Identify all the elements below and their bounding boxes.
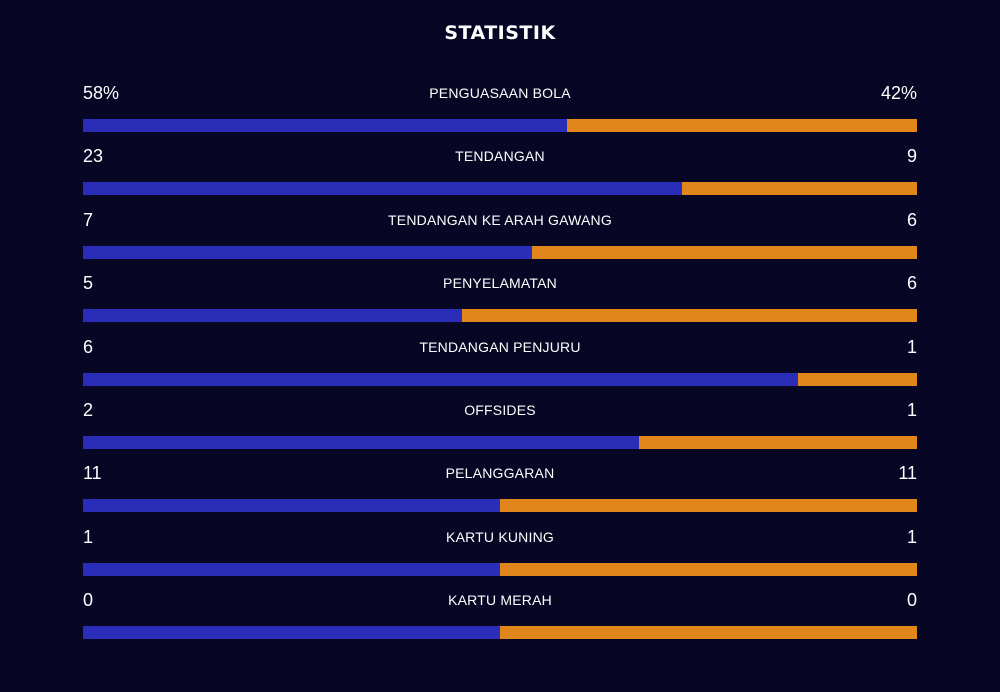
home-value: 0 [83,590,94,611]
home-bar-fill [83,119,567,132]
stat-bar [83,435,917,449]
stat-bar [83,309,917,323]
stat-bar [83,119,917,132]
page-title: STATISTIK [444,22,556,44]
away-value: 1 [906,526,917,547]
home-bar-fill [83,435,639,449]
home-bar-fill [83,372,798,386]
stat-row-offsides: 2 OFFSIDES 1 [83,397,917,460]
home-value: 11 [83,463,102,484]
home-bar-fill [83,182,683,196]
stats-list: 58% PENGUASAAN BOLA 42% 23 TENDANGAN 9 7… [83,80,917,651]
stat-row-saves: 5 PENYELAMATAN 6 [83,270,917,333]
stat-label: KARTU MERAH [448,592,552,609]
away-value: 0 [906,590,917,611]
away-value: 42% [880,83,917,103]
stat-row-red-cards: 0 KARTU MERAH 0 [83,587,917,650]
home-value: 2 [83,399,94,420]
home-value: 5 [83,273,94,294]
away-value: 9 [906,146,917,167]
stat-label: OFFSIDES [464,401,536,418]
home-value: 6 [83,336,94,357]
stat-bar [83,245,917,259]
home-value: 1 [83,526,94,547]
stat-label: TENDANGAN [455,148,545,165]
stat-row-shots-on-target: 7 TENDANGAN KE ARAH GAWANG 6 [83,207,917,270]
stat-row-yellow-cards: 1 KARTU KUNING 1 [83,524,917,587]
home-bar-fill [83,245,533,259]
stat-bar [83,499,917,513]
stat-label: PENGUASAAN BOLA [429,85,571,101]
stat-label: TENDANGAN PENJURU [419,338,581,355]
stat-bar [83,562,917,576]
stat-label: TENDANGAN KE ARAH GAWANG [388,211,612,228]
stat-label: KARTU KUNING [446,528,554,545]
stat-label: PELANGGARAN [445,465,555,482]
home-bar-fill [83,309,463,323]
home-value: 7 [83,209,94,230]
stat-row-possession: 58% PENGUASAAN BOLA 42% [83,80,917,143]
home-bar-fill [83,626,500,640]
stat-label: PENYELAMATAN [443,275,557,292]
away-value: 1 [906,399,917,420]
home-bar-fill [83,562,500,576]
stat-row-shots: 23 TENDANGAN 9 [83,143,917,206]
home-bar-fill [83,499,500,513]
home-value: 23 [83,146,104,167]
stat-row-corners: 6 TENDANGAN PENJURU 1 [83,334,917,397]
away-value: 1 [906,336,917,357]
away-value: 6 [906,273,917,294]
away-value: 6 [906,209,917,230]
stat-bar [83,626,917,640]
stat-bar [83,182,917,196]
stat-bar [83,372,917,386]
away-value: 11 [898,463,917,484]
stat-row-fouls: 11 PELANGGARAN 11 [83,460,917,523]
home-value: 58% [83,83,120,103]
